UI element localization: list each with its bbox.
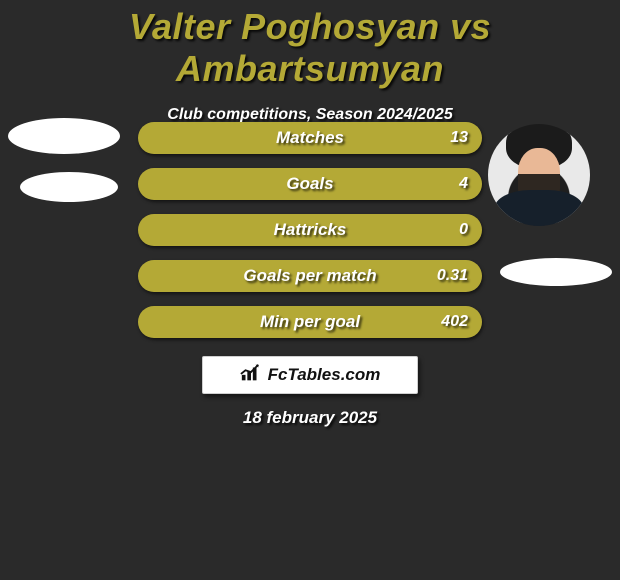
stat-row: Hattricks0 xyxy=(138,214,482,246)
stat-label: Goals xyxy=(138,168,482,200)
stat-value-right: 402 xyxy=(441,306,468,338)
stats-list: Matches13 Goals4 Hattricks0 Goals per match… xyxy=(138,122,482,352)
stat-value-right: 0 xyxy=(459,214,468,246)
stat-label: Goals per match xyxy=(138,260,482,292)
page-title: Valter Poghosyan vs Ambartsumyan xyxy=(0,0,620,90)
logo-text: FcTables.com xyxy=(268,365,381,385)
player-1-avatar xyxy=(8,118,123,208)
avatar-placeholder-shape xyxy=(500,258,612,286)
stat-row: Matches13 xyxy=(138,122,482,154)
title-player-1: Valter Poghosyan xyxy=(129,6,440,47)
avatar-placeholder-shape xyxy=(20,172,118,202)
stat-row: Goals per match0.31 xyxy=(138,260,482,292)
avatar-shirt xyxy=(494,190,584,226)
stat-label: Hattricks xyxy=(138,214,482,246)
avatar-placeholder-shape xyxy=(8,118,120,154)
player-2-avatar xyxy=(488,124,590,226)
stat-row: Min per goal402 xyxy=(138,306,482,338)
stat-value-right: 0.31 xyxy=(437,260,468,292)
stat-label: Min per goal xyxy=(138,306,482,338)
bar-chart-icon xyxy=(240,363,262,388)
stat-value-right: 13 xyxy=(450,122,468,154)
stat-label: Matches xyxy=(138,122,482,154)
stat-row: Goals4 xyxy=(138,168,482,200)
source-logo: FcTables.com xyxy=(202,356,418,394)
title-player-2: Ambartsumyan xyxy=(176,48,444,89)
date-line: 18 february 2025 xyxy=(0,408,620,428)
title-vs: vs xyxy=(440,6,492,47)
stat-value-right: 4 xyxy=(459,168,468,200)
comparison-card: Valter Poghosyan vs Ambartsumyan Club co… xyxy=(0,0,620,580)
